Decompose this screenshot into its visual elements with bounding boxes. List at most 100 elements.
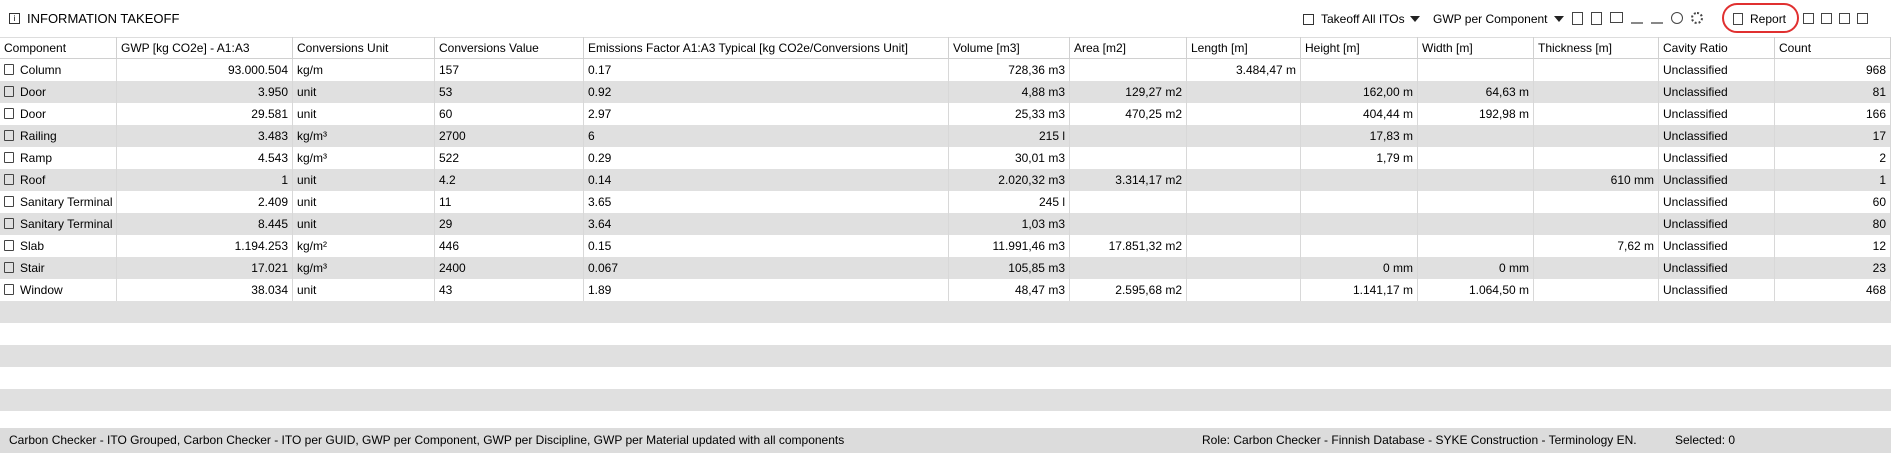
column-header[interactable]: Component [0, 37, 117, 59]
table-cell: 80 [1775, 213, 1891, 235]
dropdown-arrow[interactable] [1554, 16, 1564, 22]
tool-icon[interactable] [1691, 12, 1703, 24]
cell-text: 610 mm [1610, 173, 1654, 187]
table-row[interactable]: Roof 1 unit 4.2 0.14 2.020,32 m3 3.314,17 m2 61… [0, 169, 1891, 191]
column-header[interactable]: Length [m] [1187, 37, 1301, 59]
table-cell: Unclassified [1659, 125, 1775, 147]
table-row[interactable]: Door 3.950 unit 53 0.92 4,88 m3 129,27 m2 162,0… [0, 81, 1891, 103]
table-cell: unit [293, 169, 435, 191]
table-cell: 25,33 m3 [949, 103, 1070, 125]
column-header[interactable]: Emissions Factor A1:A3 Typical [kg CO2e/… [584, 37, 949, 59]
column-header[interactable]: Volume [m3] [949, 37, 1070, 59]
table-row[interactable]: Stair 17.021 kg/m³ 2400 0.067 105,85 m3 0 mm 0 … [0, 257, 1891, 279]
tool-icon[interactable] [1631, 12, 1643, 24]
cell-text: 80 [1872, 217, 1886, 231]
table-cell: 728,36 m3 [949, 59, 1070, 81]
cell-text: 3.65 [588, 195, 612, 209]
cell-text: 157 [439, 63, 460, 77]
tool-icon[interactable] [1610, 12, 1623, 23]
column-header[interactable]: Cavity Ratio [1659, 37, 1775, 59]
cell-text: 11 [439, 195, 452, 209]
cell-text: kg/m³ [297, 151, 327, 165]
cell-text: Railing [20, 129, 57, 143]
table-cell: 3.483 [117, 125, 293, 147]
table-cell: Railing [0, 125, 117, 147]
table-cell [1187, 279, 1301, 301]
table-row[interactable]: Slab 1.194.253 kg/m² 446 0.15 11.991,46 m3 17.… [0, 235, 1891, 257]
tool-icon[interactable] [1591, 12, 1602, 25]
table-cell: Unclassified [1659, 81, 1775, 103]
table-row[interactable]: Ramp 4.543 kg/m³ 522 0.29 30,01 m3 1,79 m Uncla… [0, 147, 1891, 169]
cell-text: 2.020,32 m3 [998, 173, 1065, 187]
table-cell: 2.409 [117, 191, 293, 213]
cell-text: 470,25 m2 [1125, 107, 1182, 121]
column-header[interactable]: Height [m] [1301, 37, 1418, 59]
cell-text: Sanitary Terminal [20, 217, 113, 231]
table-cell: 6 [584, 125, 949, 147]
cell-text: unit [297, 85, 317, 99]
table-cell: unit [293, 191, 435, 213]
column-header[interactable]: Thickness [m] [1534, 37, 1659, 59]
dropdown-arrow[interactable] [1410, 16, 1420, 22]
cell-text: 48,47 m3 [1014, 283, 1065, 297]
table-cell: 60 [1775, 191, 1891, 213]
table-row[interactable]: Sanitary Terminal 2.409 unit 11 3.65 245 l Unc… [0, 191, 1891, 213]
table-cell: kg/m [293, 59, 435, 81]
table-cell: 157 [435, 59, 584, 81]
tool-icon[interactable] [1839, 13, 1850, 24]
cell-text: 192,98 m [1478, 107, 1529, 121]
view-dropdown[interactable]: GWP per Component [1433, 12, 1548, 26]
cell-text: Stair [20, 261, 45, 275]
cell-text: 6 [588, 129, 595, 143]
column-header[interactable]: Conversions Value [435, 37, 584, 59]
table-row[interactable]: Door 29.581 unit 60 2.97 25,33 m3 470,25 m2 404… [0, 103, 1891, 125]
component-icon [4, 284, 14, 295]
table-cell: 129,27 m2 [1070, 81, 1187, 103]
table-cell: 215 l [949, 125, 1070, 147]
table-cell: Unclassified [1659, 257, 1775, 279]
table-cell [1418, 235, 1534, 257]
empty-row [0, 345, 1891, 367]
column-header[interactable]: Width [m] [1418, 37, 1534, 59]
component-icon [4, 196, 14, 207]
cell-text: 0.17 [588, 63, 612, 77]
cell-text: 17 [1872, 129, 1886, 143]
cell-text: 105,85 m3 [1008, 261, 1065, 275]
cell-text: 404,44 m [1362, 107, 1413, 121]
component-icon [4, 174, 14, 185]
cell-text: 0 mm [1499, 261, 1529, 275]
table-cell: 12 [1775, 235, 1891, 257]
tool-icon[interactable] [1821, 13, 1832, 24]
toolbar: i INFORMATION TAKEOFF Takeoff All ITOs G… [0, 0, 1891, 38]
table-row[interactable]: Sanitary Terminal 8.445 unit 29 3.64 1,03 m3 U… [0, 213, 1891, 235]
column-header[interactable]: Count [1775, 37, 1891, 59]
table-cell [1534, 81, 1659, 103]
tool-icon[interactable] [1651, 12, 1663, 24]
tool-icon[interactable] [1671, 12, 1683, 24]
table-row[interactable]: Window 38.034 unit 43 1.89 48,47 m3 2.595,68 m… [0, 279, 1891, 301]
tool-icon[interactable] [1572, 12, 1583, 25]
cell-text: 2.97 [588, 107, 612, 121]
column-header[interactable]: Area [m2] [1070, 37, 1187, 59]
report-button[interactable]: Report [1750, 12, 1787, 26]
table-cell: Sanitary Terminal [0, 213, 117, 235]
table-cell: 105,85 m3 [949, 257, 1070, 279]
table-cell: 29 [435, 213, 584, 235]
cell-text: 0.92 [588, 85, 612, 99]
tool-icon[interactable] [1803, 13, 1814, 24]
cell-text: 3.484,47 m [1235, 63, 1296, 77]
column-header[interactable]: GWP [kg CO2e] - A1:A3 [117, 37, 293, 59]
table-row[interactable]: Railing 3.483 kg/m³ 2700 6 215 l 17,83 m Unclas… [0, 125, 1891, 147]
cell-text: 3.64 [588, 217, 612, 231]
header-row: Component GWP [kg CO2e] - A1:A3 Conversion… [0, 37, 1891, 59]
table-row[interactable]: Column 93.000.504 kg/m 157 0.17 728,36 m3 3.48… [0, 59, 1891, 81]
takeoff-dropdown[interactable]: Takeoff All ITOs [1321, 12, 1405, 26]
column-header[interactable]: Conversions Unit [293, 37, 435, 59]
table-cell: 245 l [949, 191, 1070, 213]
table-cell: 1.064,50 m [1418, 279, 1534, 301]
cell-text: Unclassified [1663, 173, 1728, 187]
info-icon: i [9, 13, 20, 24]
component-icon [4, 218, 14, 229]
cell-text: kg/m² [297, 239, 327, 253]
tool-icon[interactable] [1857, 13, 1868, 24]
